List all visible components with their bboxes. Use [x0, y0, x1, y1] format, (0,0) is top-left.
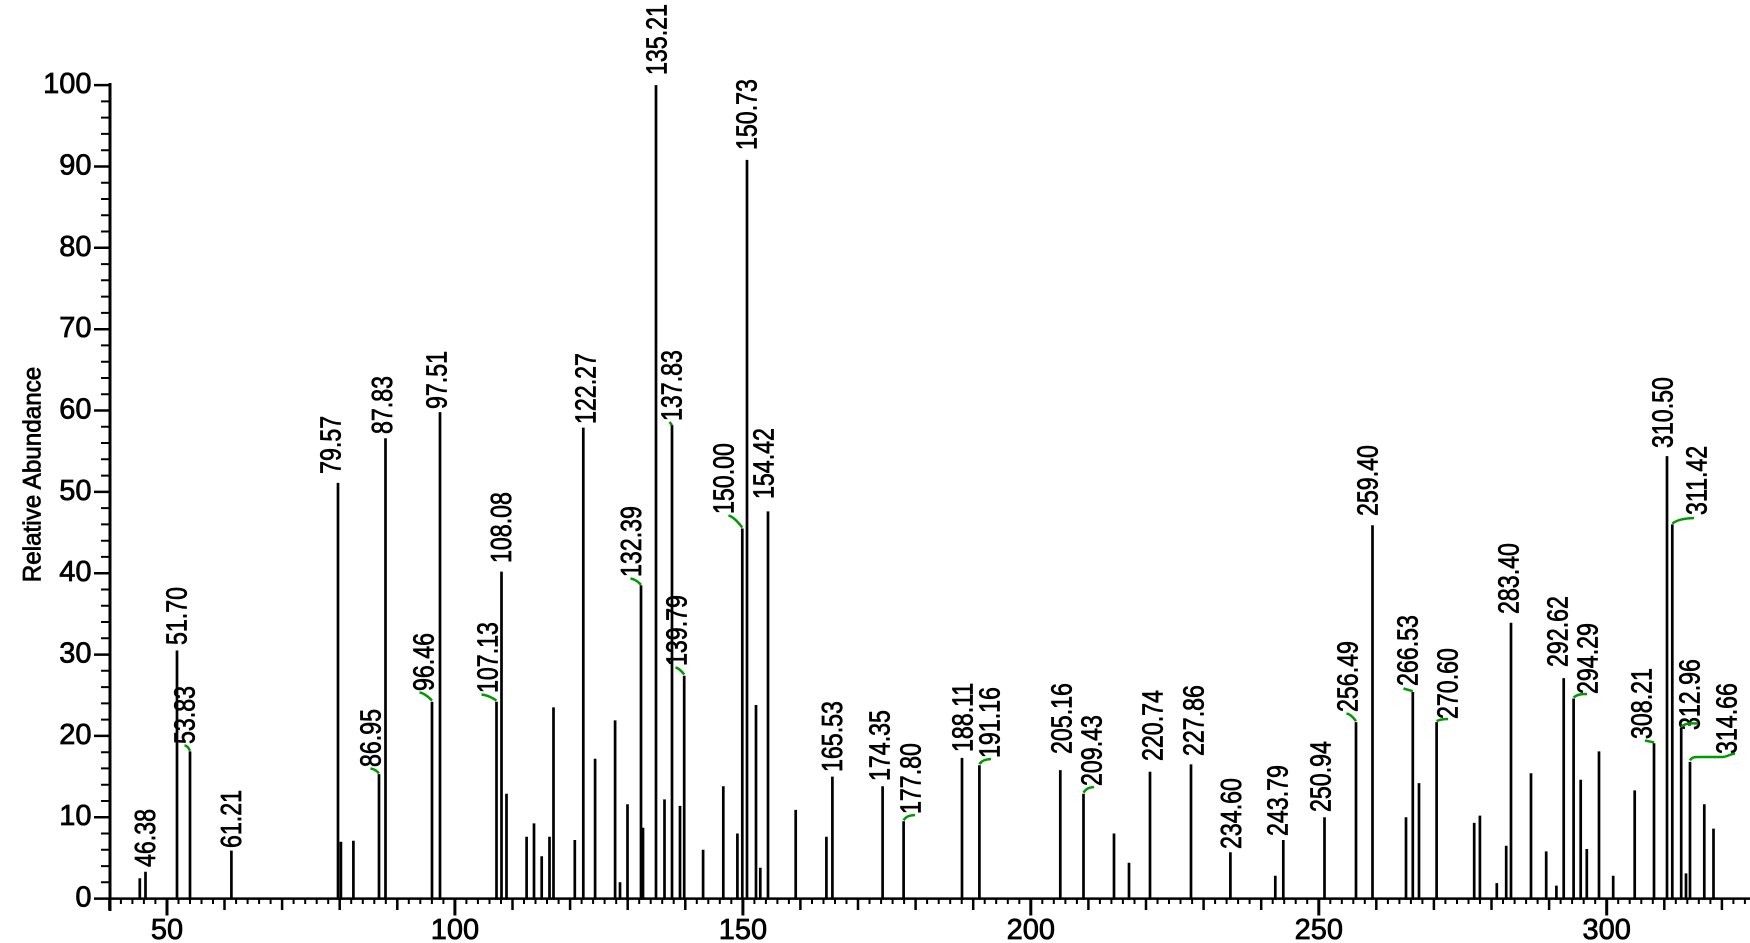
svg-text:259.40: 259.40: [1351, 445, 1384, 516]
svg-text:139.79: 139.79: [660, 595, 693, 666]
svg-text:209.43: 209.43: [1075, 715, 1108, 786]
svg-text:270.60: 270.60: [1431, 648, 1464, 719]
svg-text:150: 150: [719, 914, 767, 943]
svg-text:53.83: 53.83: [168, 686, 201, 744]
svg-text:220.74: 220.74: [1136, 690, 1169, 761]
svg-text:40: 40: [59, 556, 91, 588]
svg-text:310.50: 310.50: [1646, 377, 1679, 448]
svg-text:165.53: 165.53: [815, 701, 848, 772]
svg-text:107.13: 107.13: [471, 622, 504, 693]
svg-text:0: 0: [75, 882, 91, 914]
svg-text:60: 60: [59, 394, 91, 426]
svg-text:87.83: 87.83: [365, 376, 398, 434]
svg-text:314.66: 314.66: [1710, 683, 1743, 754]
svg-text:108.08: 108.08: [484, 492, 517, 563]
svg-text:174.35: 174.35: [863, 710, 896, 781]
svg-text:150.00: 150.00: [707, 443, 740, 514]
svg-text:243.79: 243.79: [1261, 765, 1294, 836]
svg-text:90: 90: [59, 150, 91, 182]
svg-text:292.62: 292.62: [1541, 596, 1574, 667]
svg-text:137.83: 137.83: [655, 350, 688, 421]
svg-text:50: 50: [59, 475, 91, 507]
svg-text:80: 80: [59, 231, 91, 263]
svg-text:51.70: 51.70: [160, 587, 193, 645]
svg-text:250.94: 250.94: [1304, 741, 1337, 812]
svg-text:20: 20: [59, 719, 91, 751]
svg-text:70: 70: [59, 312, 91, 344]
svg-text:132.39: 132.39: [614, 506, 647, 577]
svg-text:30: 30: [59, 638, 91, 670]
svg-text:96.46: 96.46: [407, 633, 440, 691]
svg-text:250: 250: [1295, 914, 1343, 943]
svg-text:50: 50: [151, 914, 183, 943]
svg-text:200: 200: [1007, 914, 1055, 943]
svg-text:312.96: 312.96: [1673, 659, 1706, 730]
svg-text:256.49: 256.49: [1331, 641, 1364, 712]
svg-text:Relative Abundance: Relative Abundance: [19, 367, 46, 583]
svg-text:308.21: 308.21: [1625, 668, 1658, 739]
svg-text:61.21: 61.21: [214, 790, 247, 848]
svg-text:150.73: 150.73: [730, 79, 763, 150]
svg-text:205.16: 205.16: [1045, 683, 1078, 754]
svg-text:177.80: 177.80: [894, 743, 927, 814]
svg-text:122.27: 122.27: [569, 353, 602, 424]
svg-text:234.60: 234.60: [1214, 778, 1247, 849]
svg-text:311.42: 311.42: [1680, 446, 1713, 515]
svg-text:135.21: 135.21: [640, 4, 673, 75]
svg-text:100: 100: [43, 68, 91, 100]
svg-text:46.38: 46.38: [128, 809, 161, 867]
svg-text:188.11: 188.11: [946, 683, 979, 752]
svg-text:97.51: 97.51: [420, 351, 453, 409]
svg-text:100: 100: [431, 914, 479, 943]
svg-text:79.57: 79.57: [314, 416, 347, 474]
svg-text:227.86: 227.86: [1177, 685, 1210, 756]
svg-text:266.53: 266.53: [1391, 615, 1424, 686]
svg-text:283.40: 283.40: [1492, 543, 1525, 614]
svg-text:294.29: 294.29: [1571, 623, 1604, 694]
svg-text:191.16: 191.16: [973, 687, 1006, 758]
svg-text:86.95: 86.95: [354, 709, 387, 767]
svg-text:300: 300: [1583, 914, 1631, 943]
svg-text:154.42: 154.42: [747, 428, 780, 499]
svg-text:10: 10: [59, 800, 91, 832]
